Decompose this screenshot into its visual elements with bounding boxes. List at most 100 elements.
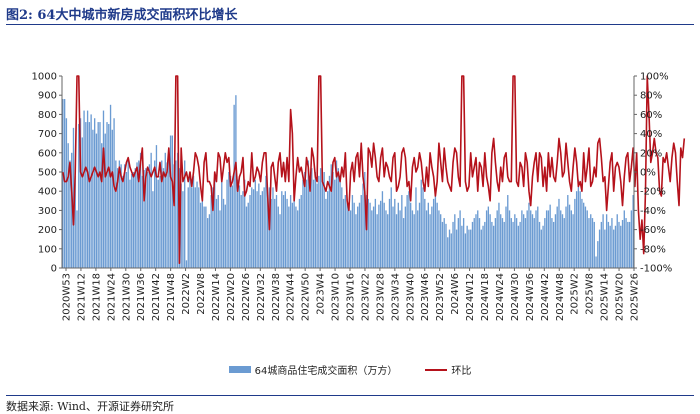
bar [461,225,463,268]
bar [235,95,237,268]
bar [618,221,620,268]
bar [526,210,528,268]
bar [503,221,505,268]
bar [563,218,565,268]
bar [367,198,369,268]
bar [422,187,424,268]
left-tick-label: 0 [51,264,57,275]
bar [270,198,272,268]
bar [339,175,341,268]
bar [353,202,355,268]
bar [134,168,136,268]
bar [231,185,234,268]
bar [355,214,357,268]
bar [281,191,283,268]
left-tick-label: 500 [38,168,57,179]
bar [501,218,504,268]
bar [118,160,121,268]
bar [92,129,94,268]
bar [192,175,195,268]
bar [395,214,398,268]
axes: 0 100 200 300 400 500 600 700 800 900 1000 -100% -80… [32,72,673,322]
bar [575,191,578,268]
bar [462,218,465,268]
bar [357,206,359,268]
bar [245,206,248,268]
bar [74,175,76,268]
bar [344,195,347,268]
bar [512,221,514,268]
x-tick-label: 2022W2 [181,273,192,315]
bar [581,198,583,268]
bar [176,152,179,268]
bar [263,187,265,268]
bar [189,172,191,268]
bar [159,175,161,268]
bar [238,185,241,268]
left-tick-label: 800 [38,110,57,121]
bar [76,210,78,268]
bar [125,172,128,268]
bar [482,225,484,268]
x-tick-label: 2021W18 [91,273,102,321]
bar [515,218,518,268]
bar-series [62,95,634,269]
bar [222,198,225,268]
bar [138,160,140,268]
bar [417,210,419,268]
bar [448,229,451,268]
bar [457,218,460,268]
bar [300,195,302,268]
bar [487,206,490,268]
bar [302,179,304,268]
bar [602,214,604,268]
bar [229,175,232,268]
bar [593,221,595,268]
bar [175,160,177,268]
bar [537,206,539,268]
x-tick-label: 2024W30 [510,273,521,321]
bar [249,195,251,268]
bar [590,214,592,268]
bar [611,218,613,268]
bar [441,221,444,268]
x-tick-label: 2022W14 [211,273,222,321]
bar [247,202,249,268]
bar [346,198,348,268]
bar [169,135,172,268]
bar [411,210,414,268]
bar [584,206,587,268]
source-rule [6,395,694,396]
bar [556,206,558,268]
bar [166,162,168,268]
bar [314,172,317,268]
bar [85,122,87,268]
bar [489,214,491,268]
bar [427,202,429,268]
bar [95,133,98,268]
bar [289,195,292,268]
bar [319,168,322,268]
bar [410,202,412,268]
bar [72,127,75,268]
bar [279,214,281,268]
bar [182,191,184,268]
right-tick-label: 0% [640,168,656,179]
legend-item-line: 环比 [425,362,471,377]
bar [148,164,151,268]
bar [473,218,475,268]
bar [332,172,334,268]
bar [549,204,551,268]
bar [424,198,426,268]
bar [120,164,122,268]
left-tick-label: 400 [38,187,57,198]
bar [297,210,299,268]
x-tick-label: 2025W14 [600,273,611,321]
left-tick-label: 700 [38,129,57,140]
x-tick-label: 2022W8 [196,273,207,315]
x-tick-label: 2023W34 [390,273,401,321]
bar [378,204,380,268]
bar [545,210,548,268]
source-note: 数据来源: Wind、开源证券研究所 [6,400,174,413]
bar [613,229,615,268]
